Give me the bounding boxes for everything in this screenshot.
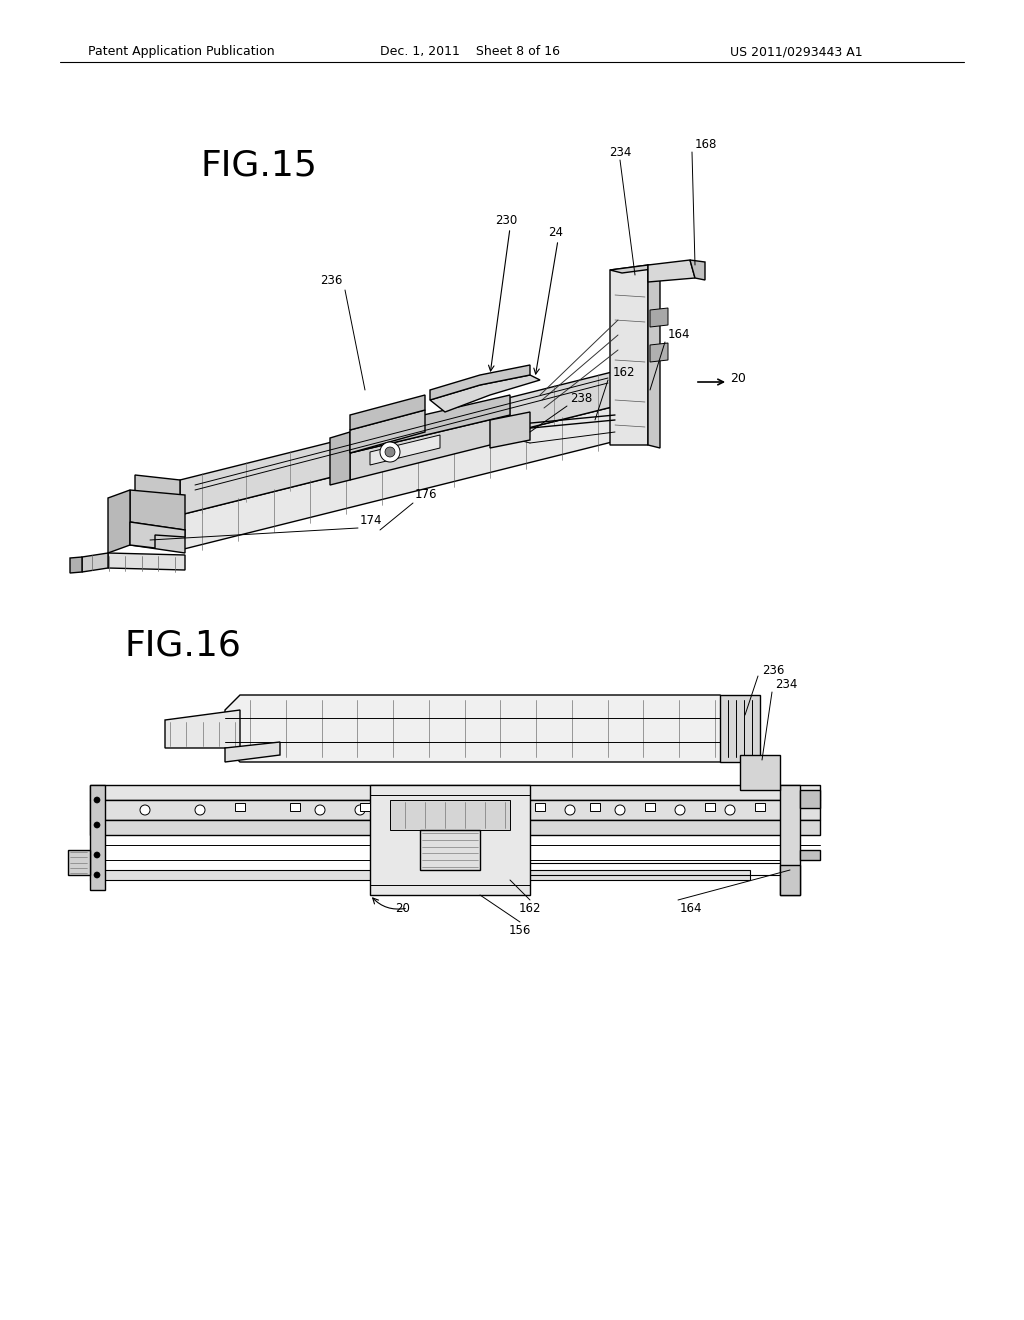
Polygon shape <box>135 475 180 550</box>
Text: 230: 230 <box>495 214 517 227</box>
Polygon shape <box>82 553 108 572</box>
Text: 236: 236 <box>762 664 784 676</box>
Polygon shape <box>740 755 780 789</box>
Circle shape <box>565 805 575 814</box>
Text: 156: 156 <box>509 924 531 936</box>
Bar <box>535 803 545 810</box>
Text: 238: 238 <box>570 392 592 404</box>
Circle shape <box>94 873 100 878</box>
Text: FIG.16: FIG.16 <box>125 628 242 663</box>
Polygon shape <box>90 870 750 880</box>
Polygon shape <box>68 850 90 875</box>
Polygon shape <box>800 850 820 861</box>
Polygon shape <box>800 789 820 808</box>
Polygon shape <box>430 366 530 400</box>
Bar <box>234 803 245 810</box>
Bar <box>590 803 600 810</box>
Text: 174: 174 <box>360 513 383 527</box>
Text: 24: 24 <box>548 226 563 239</box>
Polygon shape <box>108 553 185 570</box>
Circle shape <box>385 447 395 457</box>
Polygon shape <box>90 785 105 890</box>
Polygon shape <box>90 820 820 836</box>
Text: 20: 20 <box>395 902 410 915</box>
Text: 176: 176 <box>415 488 437 502</box>
Polygon shape <box>225 696 740 762</box>
Polygon shape <box>610 265 660 273</box>
Polygon shape <box>130 490 185 531</box>
Polygon shape <box>610 265 648 445</box>
Text: 234: 234 <box>775 678 798 692</box>
Circle shape <box>380 442 400 462</box>
Text: 164: 164 <box>680 902 702 915</box>
Polygon shape <box>108 490 130 553</box>
Text: 162: 162 <box>613 367 636 380</box>
Text: 234: 234 <box>609 145 631 158</box>
Text: FIG.15: FIG.15 <box>200 148 316 182</box>
Circle shape <box>615 805 625 814</box>
Polygon shape <box>130 521 185 548</box>
Polygon shape <box>650 343 668 362</box>
Polygon shape <box>180 370 620 515</box>
Text: US 2011/0293443 A1: US 2011/0293443 A1 <box>730 45 862 58</box>
Text: 20: 20 <box>730 371 745 384</box>
Polygon shape <box>780 785 800 895</box>
Polygon shape <box>370 785 530 895</box>
Text: 168: 168 <box>695 139 718 152</box>
Circle shape <box>94 797 100 803</box>
Bar <box>645 803 655 810</box>
Polygon shape <box>370 436 440 465</box>
Polygon shape <box>650 308 668 327</box>
Circle shape <box>675 805 685 814</box>
Polygon shape <box>180 405 620 550</box>
Circle shape <box>355 805 365 814</box>
Polygon shape <box>225 742 280 762</box>
Polygon shape <box>390 800 510 830</box>
Text: 164: 164 <box>668 329 690 342</box>
Bar <box>290 803 300 810</box>
Polygon shape <box>420 830 480 870</box>
Bar <box>755 803 765 810</box>
Text: 236: 236 <box>319 273 342 286</box>
Circle shape <box>725 805 735 814</box>
Circle shape <box>94 851 100 858</box>
Polygon shape <box>70 557 82 573</box>
Polygon shape <box>720 696 760 762</box>
Polygon shape <box>90 785 820 800</box>
Bar <box>705 803 715 810</box>
Circle shape <box>315 805 325 814</box>
Polygon shape <box>430 375 540 412</box>
Bar <box>360 803 370 810</box>
Circle shape <box>94 822 100 828</box>
Polygon shape <box>350 395 510 453</box>
Polygon shape <box>350 395 425 430</box>
Polygon shape <box>490 412 530 447</box>
Text: 162: 162 <box>519 902 542 915</box>
Polygon shape <box>648 265 660 447</box>
Polygon shape <box>330 432 350 484</box>
Polygon shape <box>130 521 185 553</box>
Circle shape <box>140 805 150 814</box>
Text: Dec. 1, 2011    Sheet 8 of 16: Dec. 1, 2011 Sheet 8 of 16 <box>380 45 560 58</box>
Circle shape <box>195 805 205 814</box>
Polygon shape <box>350 411 425 453</box>
Polygon shape <box>690 260 705 280</box>
Polygon shape <box>350 414 510 480</box>
Polygon shape <box>165 710 240 748</box>
Polygon shape <box>90 800 820 820</box>
Text: Patent Application Publication: Patent Application Publication <box>88 45 274 58</box>
Polygon shape <box>780 865 800 895</box>
Polygon shape <box>648 260 695 282</box>
